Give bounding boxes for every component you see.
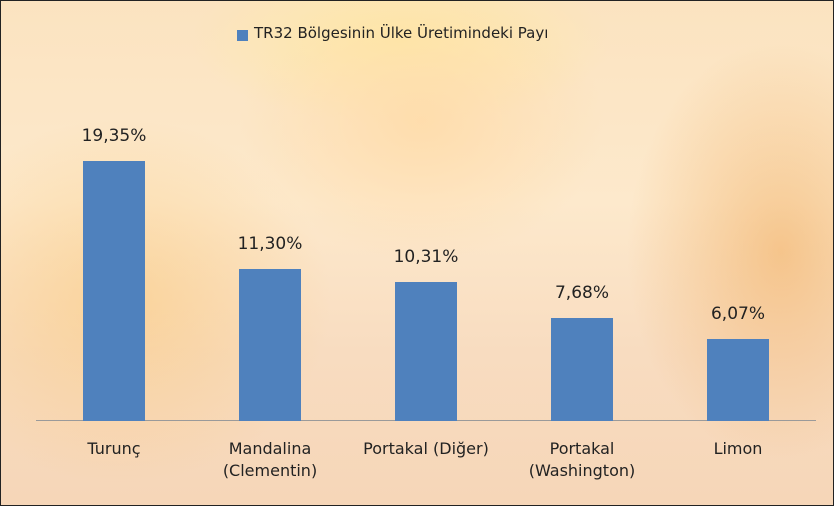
data-label: 19,35%: [81, 126, 147, 146]
bar: [395, 282, 457, 421]
bar: [707, 339, 769, 421]
data-label: 6,07%: [710, 304, 765, 325]
bar: [83, 161, 145, 421]
x-tick-label: Limon: [713, 439, 763, 458]
legend-swatch: [237, 30, 248, 41]
legend-label: TR32 Bölgesinin Ülke Üretimindeki Payı: [254, 24, 549, 42]
data-label: 7,68%: [554, 282, 609, 303]
x-tick-label: Turunç: [87, 439, 141, 458]
x-tick-label: Portakal (Diğer): [363, 439, 489, 458]
data-label: 10,31%: [393, 247, 459, 268]
data-label: 11,30%: [237, 234, 303, 255]
bar: [551, 317, 613, 421]
x-tick-label: Portakal (Washington): [528, 439, 636, 480]
x-tick-label: Mandalina (Clementin): [222, 439, 318, 480]
bar: [239, 269, 301, 421]
